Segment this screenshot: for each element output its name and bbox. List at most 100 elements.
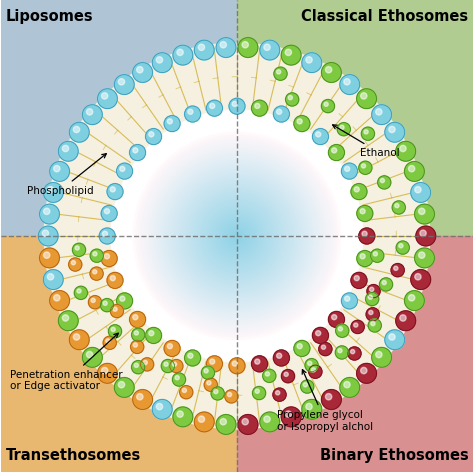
Circle shape [385,330,405,350]
Circle shape [282,370,295,383]
Circle shape [340,378,360,397]
Circle shape [159,158,315,314]
Circle shape [143,361,147,365]
Circle shape [229,228,245,244]
Circle shape [392,201,405,214]
Circle shape [133,343,137,347]
Circle shape [281,407,301,427]
Circle shape [265,372,270,376]
Circle shape [326,394,332,400]
Circle shape [389,334,395,340]
Circle shape [220,419,227,425]
Circle shape [368,295,373,299]
Circle shape [198,44,205,51]
Circle shape [321,100,335,113]
Circle shape [120,296,125,301]
Circle shape [177,49,183,56]
Circle shape [321,345,326,349]
Circle shape [395,203,399,208]
Circle shape [285,411,292,417]
Circle shape [193,192,281,280]
Circle shape [332,148,337,153]
Circle shape [242,42,248,48]
Circle shape [54,166,60,172]
Circle shape [216,414,236,434]
Circle shape [354,323,358,327]
Circle shape [114,75,134,94]
Circle shape [396,241,410,254]
Circle shape [152,53,172,73]
Circle shape [326,67,332,73]
Circle shape [316,132,321,137]
Circle shape [201,200,273,272]
Circle shape [328,312,345,328]
Circle shape [132,328,145,341]
Circle shape [117,163,133,179]
Circle shape [149,330,154,336]
Circle shape [409,166,415,172]
Circle shape [376,352,382,358]
Circle shape [173,373,186,386]
Circle shape [44,208,50,214]
Circle shape [302,399,322,419]
Circle shape [58,141,78,161]
Circle shape [110,276,115,281]
Circle shape [103,336,116,349]
Circle shape [411,183,430,202]
Circle shape [69,122,89,142]
Circle shape [44,43,430,429]
Circle shape [345,166,350,171]
Circle shape [134,363,138,367]
Circle shape [107,184,123,200]
Circle shape [73,243,86,256]
Circle shape [162,160,312,312]
Circle shape [137,67,143,73]
Bar [1,236,237,472]
Circle shape [354,187,359,192]
Circle shape [255,389,259,393]
Circle shape [409,295,415,301]
Circle shape [207,100,222,116]
Circle shape [419,208,425,214]
Circle shape [285,49,292,56]
Circle shape [39,204,59,224]
Circle shape [277,109,282,114]
Circle shape [344,381,350,388]
Circle shape [188,109,193,114]
Circle shape [101,251,117,267]
Circle shape [337,123,350,136]
Circle shape [113,307,117,312]
Circle shape [288,95,292,100]
Circle shape [263,369,276,382]
Circle shape [82,347,102,367]
Circle shape [385,122,405,142]
Circle shape [364,130,368,134]
Circle shape [316,330,321,336]
Circle shape [188,353,193,358]
Circle shape [92,270,97,274]
Circle shape [411,270,430,289]
Circle shape [335,346,348,359]
Circle shape [211,387,224,400]
Circle shape [220,42,227,48]
Circle shape [99,228,115,244]
Circle shape [400,315,406,321]
Circle shape [227,226,247,246]
Circle shape [170,360,183,373]
Circle shape [120,166,125,171]
Circle shape [312,128,328,144]
Circle shape [111,110,363,362]
Circle shape [88,295,101,309]
Circle shape [194,40,214,60]
Circle shape [102,231,108,236]
Circle shape [276,70,281,74]
Circle shape [255,359,260,364]
Circle shape [47,186,54,193]
Circle shape [216,38,236,58]
Circle shape [63,145,69,152]
Circle shape [264,44,270,51]
Circle shape [140,358,154,371]
Circle shape [201,366,215,379]
Circle shape [133,148,138,153]
Circle shape [91,298,95,303]
